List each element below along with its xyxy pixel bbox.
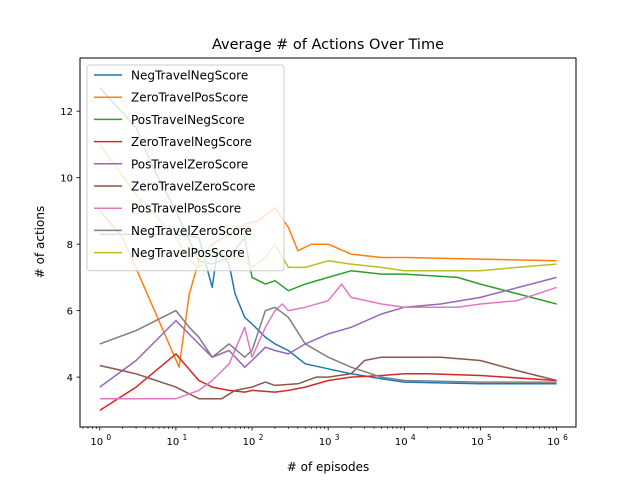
x-tick-exponent: 3: [335, 433, 340, 442]
series-line-5: [99, 356, 557, 400]
y-axis-label: # of actions: [33, 206, 47, 278]
legend-label: ZeroTravelZeroScore: [131, 180, 256, 194]
y-tick-label: 8: [67, 240, 73, 251]
y-tick-label: 10: [60, 174, 73, 185]
x-tick-exponent: 6: [563, 433, 568, 442]
x-tick-exponent: 0: [106, 433, 111, 442]
x-axis: 10 0 10 1 10 2 10 3 10 4 10 5 10 6: [82, 427, 568, 448]
series-line-0: [99, 233, 557, 385]
x-tick-label: 10: [167, 437, 180, 448]
x-tick-label: 10: [471, 437, 484, 448]
legend-label: PosTravelPosScore: [131, 202, 241, 216]
series-line-4: [99, 276, 557, 388]
series-line-6: [99, 283, 557, 400]
x-tick-label: 10: [319, 437, 332, 448]
x-tick-exponent: 2: [259, 433, 264, 442]
y-tick-label: 12: [60, 107, 73, 118]
legend-label: ZeroTravelPosScore: [131, 91, 248, 105]
x-axis-label: # of episodes: [287, 460, 369, 474]
chart-title: Average # of Actions Over Time: [212, 37, 444, 53]
series-line-3: [99, 353, 557, 412]
legend-box: [86, 64, 285, 272]
x-tick-exponent: 1: [183, 433, 188, 442]
x-tick-label: 10: [243, 437, 256, 448]
y-axis: 4 6 8 10 12: [60, 107, 80, 384]
x-tick-exponent: 4: [411, 433, 416, 442]
series-line-7: [99, 306, 557, 383]
x-tick-label: 10: [547, 437, 560, 448]
x-tick-label: 10: [395, 437, 408, 448]
y-tick-label: 4: [67, 373, 73, 384]
legend-label: PosTravelZeroScore: [131, 157, 248, 171]
legend: NegTravelNegScore ZeroTravelPosScore PosTr…: [86, 64, 285, 272]
legend-label: NegTravelZeroScore: [131, 224, 252, 238]
legend-label: PosTravelNegScore: [131, 113, 245, 127]
y-tick-label: 6: [67, 307, 73, 318]
x-tick-exponent: 5: [487, 433, 492, 442]
legend-label: NegTravelPosScore: [131, 246, 245, 260]
x-tick-label: 10: [90, 437, 103, 448]
legend-label: ZeroTravelNegScore: [131, 135, 252, 149]
legend-label: NegTravelNegScore: [131, 69, 248, 83]
